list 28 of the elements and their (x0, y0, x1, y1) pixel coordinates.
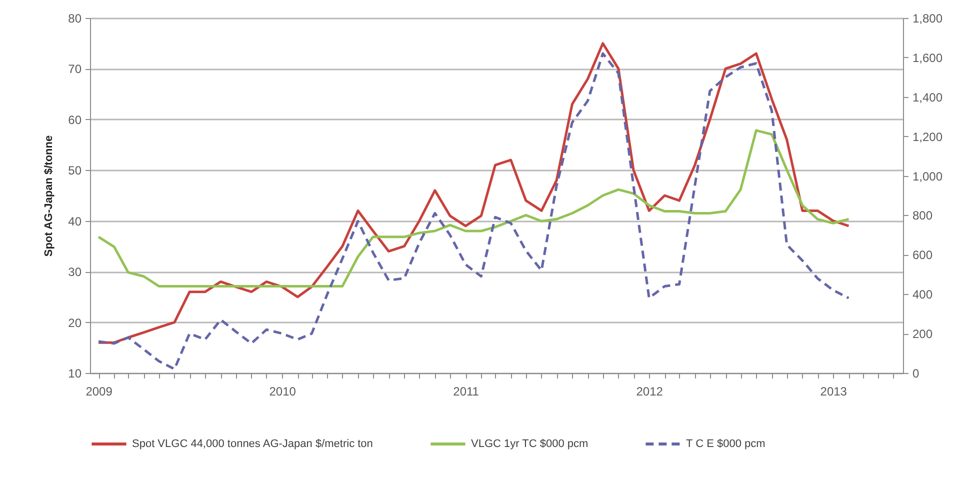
y2-tick-label: 1,800 (912, 12, 943, 26)
x-tick-label: 2010 (269, 384, 296, 398)
legend-label: VLGC 1yr TC $000 pcm (471, 438, 588, 450)
y2-tick-label: 1,200 (912, 130, 943, 144)
y2-tick-label: 0 (912, 366, 920, 380)
y2-tick-label: 400 (912, 288, 933, 302)
y-tick-label: 40 (68, 214, 82, 228)
y-tick-label: 50 (68, 164, 82, 178)
y-tick-label: 30 (68, 265, 82, 280)
y2-tick-label: 600 (912, 248, 933, 262)
x-tick-label: 2012 (636, 384, 664, 398)
x-tick-label: 2011 (453, 384, 480, 398)
x-tick-label: 2013 (820, 384, 848, 398)
y-tick-label: 10 (68, 366, 82, 380)
y-tick-label: 20 (68, 316, 82, 330)
y2-tick-label: 1,400 (912, 90, 943, 104)
y-tick-label: 70 (68, 62, 82, 76)
y2-tick-label: 800 (912, 208, 933, 223)
y-axis-title: Spot AG-Japan $/tonne (43, 135, 56, 257)
y-tick-label: 60 (68, 112, 82, 127)
legend-label: Spot VLGC 44,000 tonnes AG-Japan $/metric ton (132, 438, 373, 450)
line-series (97, 129, 850, 288)
y2-tick-label: 200 (912, 327, 933, 342)
legend-label: T C E $000 pcm (686, 438, 766, 450)
y2-tick-label: 1,000 (912, 169, 943, 184)
y2-tick-label: 1,600 (912, 50, 943, 65)
y-tick-label: 80 (68, 12, 82, 26)
x-tick-label: 2009 (86, 384, 113, 398)
